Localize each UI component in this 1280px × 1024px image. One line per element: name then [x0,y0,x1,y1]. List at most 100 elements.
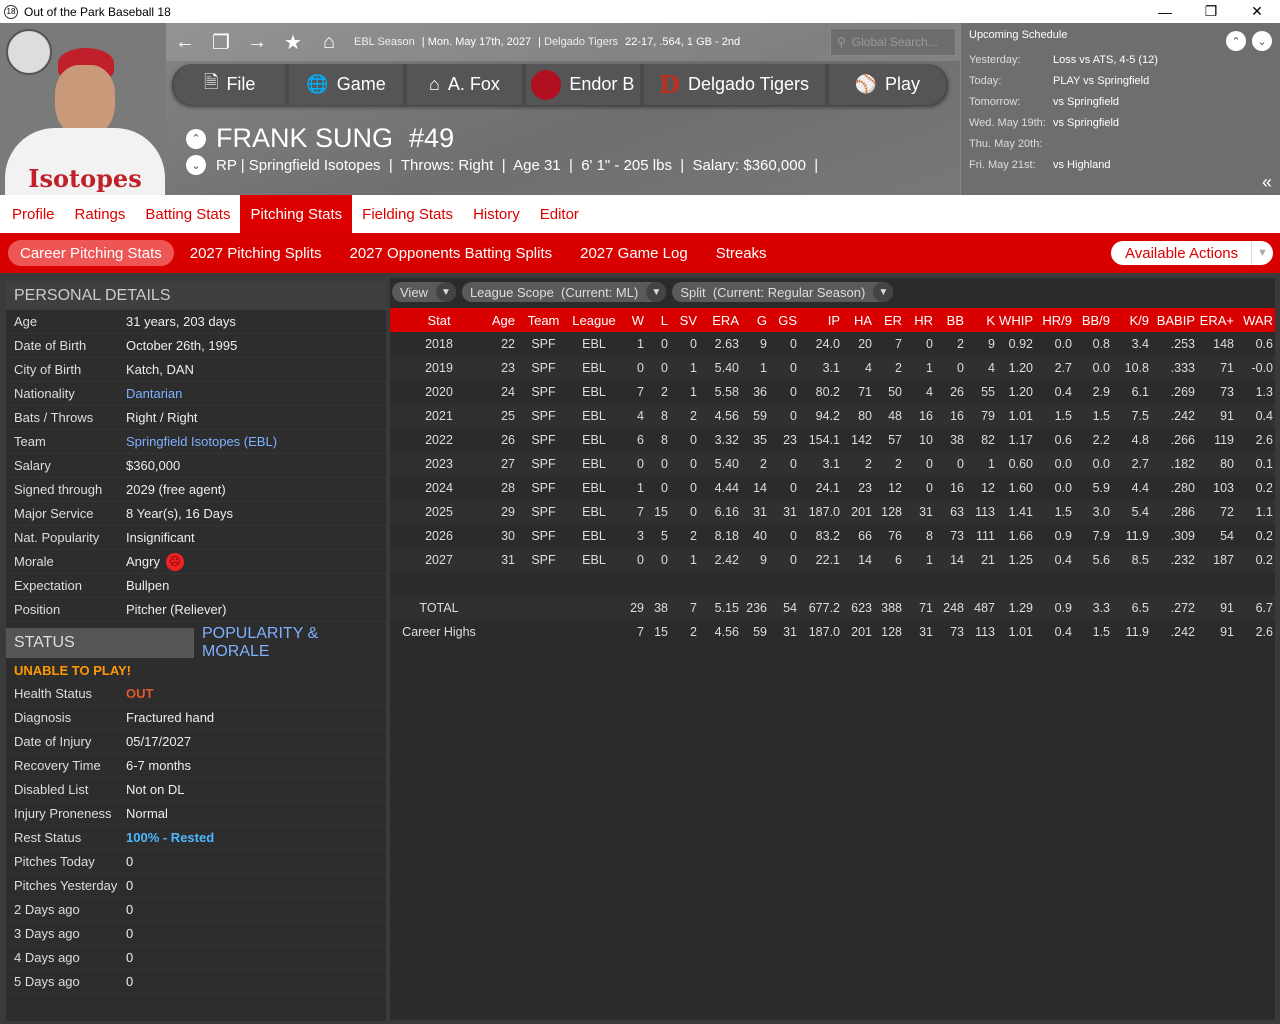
star-icon[interactable]: ★ [284,31,302,54]
column-header[interactable]: Stat [390,308,490,332]
table-cell: 5.6 [1074,548,1112,572]
menu-league[interactable]: Endor B [526,64,640,105]
home-icon[interactable]: ⌂ [322,30,336,53]
column-header[interactable]: Age [490,308,517,332]
league-label[interactable]: EBL Season [354,36,415,48]
maximize-button[interactable]: ❐ [1204,3,1218,19]
tab-editor[interactable]: Editor [539,205,579,223]
detail-value: Pitcher (Reliever) [126,602,227,617]
column-header[interactable]: IP [799,308,842,332]
menu-team[interactable]: D Delgado Tigers [643,64,825,105]
table-cell: 2.42 [699,548,741,572]
table-cell: 2 [661,385,668,399]
table-cell: 59 [741,404,769,428]
column-header[interactable]: BB [935,308,966,332]
column-header[interactable]: BB/9 [1074,308,1112,332]
table-cell: 0.6 [1255,337,1273,351]
subtab-streaks[interactable]: Streaks [715,244,767,262]
top-nav: ← ❐ → ★ ⌂ EBL Season | Mon. May 17th, 20… [166,23,960,61]
schedule-down-button[interactable]: ⌄ [1252,31,1272,51]
column-header[interactable]: W [618,308,646,332]
detail-label: Nationality [14,386,75,401]
subtab-pitching-splits[interactable]: 2027 Pitching Splits [189,244,322,262]
available-actions-button[interactable]: Available Actions ▼ [1111,241,1273,265]
column-header[interactable]: L [646,308,670,332]
column-header[interactable]: WHIP [997,308,1035,332]
tab-ratings[interactable]: Ratings [74,205,126,223]
next-player-button[interactable]: ⌄ [186,155,206,175]
status-value: Not on DL [126,782,185,797]
previous-player-button[interactable]: ⌃ [186,128,206,149]
column-header[interactable]: BABIP [1151,308,1197,332]
table-cell: 2 [957,337,964,351]
table-cell: 154.1 [808,433,840,447]
league-logo-icon [531,69,562,100]
menu-file[interactable]: 🗎 File [174,64,286,105]
column-header[interactable]: ERA+ [1197,308,1236,332]
column-header[interactable]: HA [842,308,874,332]
league-scope-dropdown[interactable]: League Scope (Current: ML) ▼ [461,282,667,302]
view-dropdown[interactable]: View ▼ [392,282,456,302]
column-header[interactable]: SV [670,308,699,332]
detail-value[interactable]: Dantarian [126,386,183,401]
table-row: 2024 28 SPF EBL 1 0 0 4.44 14 0 24.1 23 12 0 16 12 1.60 0… [390,476,1275,500]
column-header[interactable]: Team [517,308,572,332]
table-cell: 1.01 [997,404,1035,428]
table-cell: .182 [1151,452,1197,476]
tab-fielding-stats[interactable]: Fielding Stats [362,205,454,223]
detail-label: Morale [14,554,54,569]
tab-pitching-stats[interactable]: Pitching Stats [240,195,353,233]
tab-history[interactable]: History [473,205,520,223]
column-header[interactable]: ERA [699,308,741,332]
table-cell: .253 [1170,337,1195,351]
table-cell: 15 [646,500,670,524]
minimize-button[interactable]: — [1158,3,1172,20]
table-cell: 31 [904,500,935,524]
column-header[interactable]: WAR [1236,308,1275,332]
team-label[interactable]: Delgado Tigers [544,36,619,48]
table-cell [1112,572,1151,596]
forward-arrow-icon[interactable]: → [247,30,267,53]
column-header[interactable]: HR/9 [1035,308,1074,332]
table-cell: 0.9 [1054,529,1072,543]
table-cell: 0 [769,404,799,428]
menu-play[interactable]: ⚾ Play [828,64,946,105]
detail-value: Bullpen [126,578,170,593]
global-search-input[interactable]: ⚲ Global Search... [830,28,956,56]
table-cell: .266 [1170,433,1195,447]
tab-popularity-morale[interactable]: POPULARITY & MORALE [194,625,386,660]
column-header[interactable]: GS [769,308,799,332]
column-header[interactable]: ER [874,308,904,332]
detail-label: Age [14,314,38,329]
menu-manager[interactable]: ⌂ A. Fox [406,64,523,105]
table-row: 2023 27 SPF EBL 0 0 0 5.40 2 0 3.1 2 2 0 0 1 0.60 0.0 0.0 2… [390,452,1275,476]
column-header[interactable]: HR [904,308,935,332]
detail-value: Right / Right [126,410,198,425]
status-row: 4 Days ago 0 [6,946,386,970]
table-cell: SPF [531,385,556,399]
collapse-icon[interactable]: « [1261,172,1272,192]
player-name-row: ⌃ FRANK SUNG #49 [186,123,454,154]
copy-icon[interactable]: ❐ [212,31,230,54]
tab-batting-stats[interactable]: Batting Stats [145,205,231,223]
menu-game[interactable]: 🌐 Game [289,64,403,105]
detail-value: Insignificant [126,530,195,545]
table-cell: 201 [851,625,872,639]
column-header[interactable]: K [966,308,997,332]
close-button[interactable]: ✕ [1251,3,1263,19]
column-header[interactable]: K/9 [1112,308,1151,332]
back-arrow-icon[interactable]: ← [175,30,195,53]
tab-profile[interactable]: Profile [12,205,55,223]
schedule-up-button[interactable]: ⌃ [1226,31,1246,51]
column-header[interactable]: G [741,308,769,332]
subtab-opponents-splits[interactable]: 2027 Opponents Batting Splits [349,244,553,262]
table-cell: 80 [1197,452,1236,476]
subtab-career-pitching[interactable]: Career Pitching Stats [8,240,174,266]
table-cell: SPF [531,337,556,351]
subtab-game-log[interactable]: 2027 Game Log [580,244,688,262]
tab-status[interactable]: STATUS [6,628,194,658]
table-cell: .232 [1151,548,1197,572]
column-header[interactable]: League [572,308,618,332]
detail-value[interactable]: Springfield Isotopes (EBL) [126,434,278,449]
split-dropdown[interactable]: Split (Current: Regular Season) ▼ [672,282,894,302]
